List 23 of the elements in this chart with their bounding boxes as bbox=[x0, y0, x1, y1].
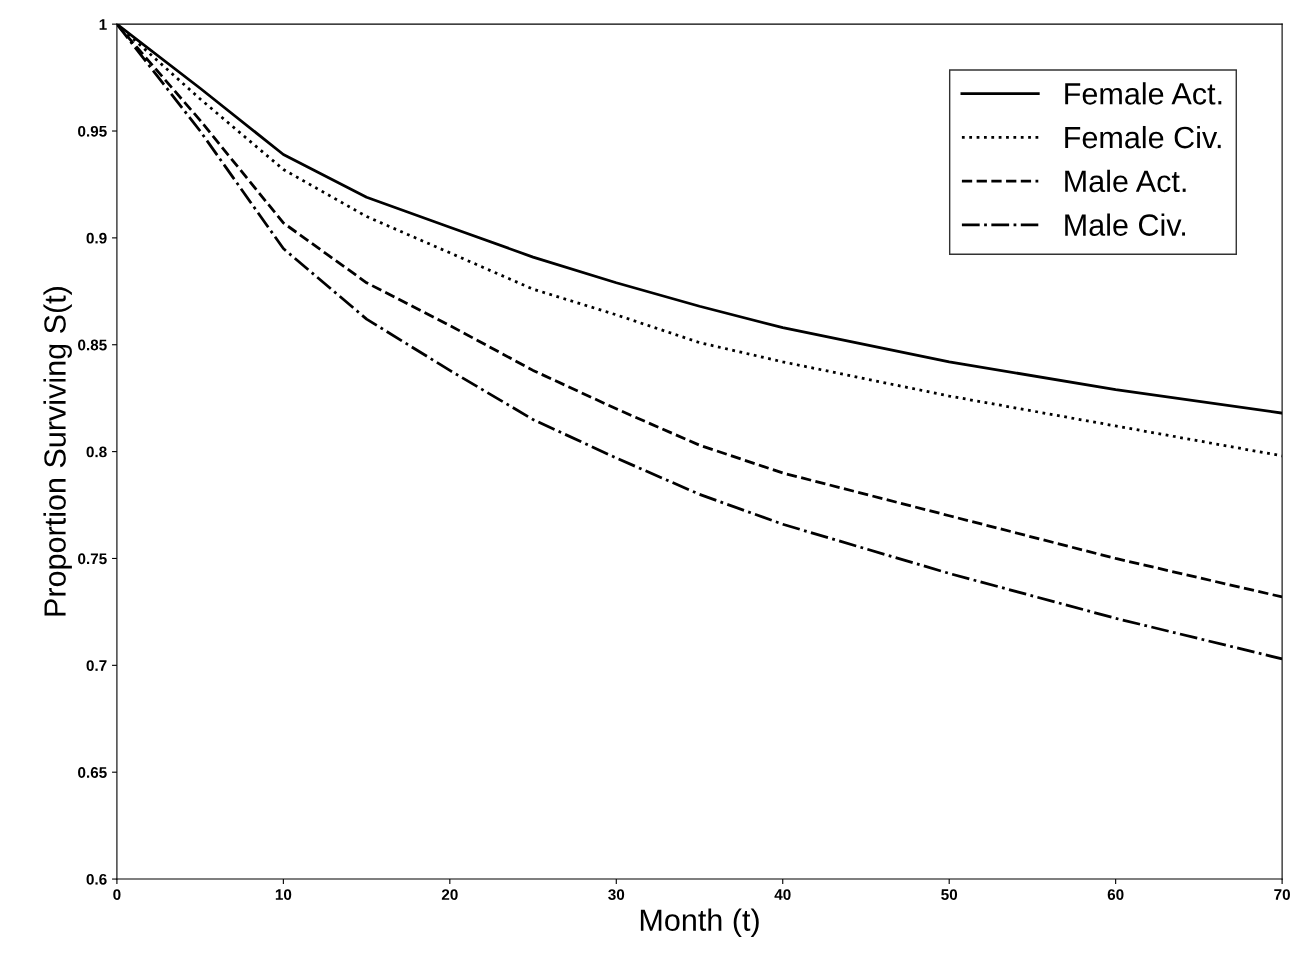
y-tick-label: 0.7 bbox=[86, 660, 107, 672]
x-tick-label: 0 bbox=[113, 889, 121, 900]
legend-label: Male Civ. bbox=[1065, 213, 1186, 236]
legend-label: Female Act. bbox=[1065, 82, 1222, 105]
y-tick-label: 0.85 bbox=[78, 339, 107, 351]
legend-label: Female Civ. bbox=[1065, 125, 1221, 149]
x-tick-label: 20 bbox=[441, 889, 458, 900]
y-tick-label: 1 bbox=[99, 19, 107, 30]
y-tick-label: 0.8 bbox=[86, 446, 107, 458]
x-tick-label: 50 bbox=[941, 889, 958, 900]
y-tick-label: 0.95 bbox=[78, 125, 107, 137]
x-tick-label: 70 bbox=[1274, 889, 1290, 900]
x-tick-label: 60 bbox=[1107, 889, 1124, 900]
y-axis-title: Proportion Surviving S(t) bbox=[43, 287, 72, 616]
legend-label: Male Act. bbox=[1065, 169, 1186, 193]
y-tick-label: 0.75 bbox=[78, 553, 107, 565]
x-tick-label: 40 bbox=[774, 889, 791, 900]
y-tick-label: 0.9 bbox=[86, 232, 107, 244]
x-axis-title: Month (t) bbox=[640, 908, 759, 938]
y-tick-label: 0.6 bbox=[86, 873, 107, 885]
x-tick-label: 10 bbox=[275, 889, 292, 900]
y-tick-label: 0.65 bbox=[78, 767, 107, 778]
x-tick-label: 30 bbox=[608, 889, 625, 901]
